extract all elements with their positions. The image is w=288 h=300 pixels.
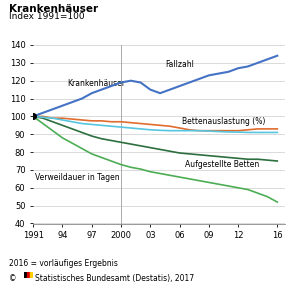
Text: Verweildauer in Tagen: Verweildauer in Tagen bbox=[35, 173, 120, 182]
Text: 2016 = vorläufiges Ergebnis: 2016 = vorläufiges Ergebnis bbox=[9, 260, 118, 268]
Bar bbox=[24, 272, 27, 278]
Text: Krankenhäuser: Krankenhäuser bbox=[67, 79, 125, 88]
Text: ©: © bbox=[9, 274, 16, 284]
Text: Fallzahl: Fallzahl bbox=[165, 60, 194, 69]
Text: Bettenauslastung (%): Bettenauslastung (%) bbox=[182, 117, 265, 126]
Bar bbox=[30, 272, 33, 278]
Text: Index 1991=100: Index 1991=100 bbox=[9, 12, 84, 21]
Text: Statistisches Bundesamt (Destatis), 2017: Statistisches Bundesamt (Destatis), 2017 bbox=[35, 274, 194, 284]
Text: Krankenhäuser: Krankenhäuser bbox=[9, 4, 98, 14]
Text: Aufgestellte Betten: Aufgestellte Betten bbox=[185, 160, 259, 169]
Bar bbox=[27, 272, 30, 278]
